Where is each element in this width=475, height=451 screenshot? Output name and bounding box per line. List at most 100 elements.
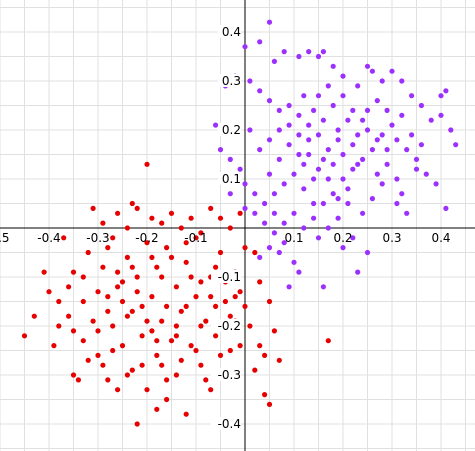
data-point-series-1 — [198, 323, 204, 329]
data-point-series-2 — [345, 186, 351, 192]
data-point-series-1 — [193, 235, 199, 241]
data-point-series-2 — [320, 49, 326, 55]
data-point-series-1 — [178, 357, 184, 363]
data-point-series-2 — [291, 210, 297, 216]
x-tick-label: -0.2 — [135, 231, 158, 245]
data-point-series-1 — [325, 338, 331, 344]
data-point-series-1 — [198, 362, 204, 368]
data-point-series-1 — [124, 372, 130, 378]
data-point-series-1 — [154, 352, 160, 358]
data-point-series-2 — [237, 166, 243, 172]
data-point-series-2 — [306, 122, 312, 128]
data-point-series-2 — [276, 127, 282, 133]
data-point-series-1 — [208, 294, 214, 300]
data-point-series-1 — [90, 318, 96, 324]
data-point-series-2 — [315, 53, 322, 60]
data-point-series-2 — [379, 181, 385, 187]
data-point-series-1 — [51, 343, 57, 349]
data-point-series-2 — [325, 176, 331, 182]
data-point-series-2 — [315, 235, 322, 241]
data-point-series-2 — [242, 205, 248, 211]
data-point-series-2 — [271, 210, 277, 216]
data-point-series-1 — [115, 284, 121, 290]
data-point-series-1 — [193, 294, 199, 300]
data-point-series-1 — [168, 338, 175, 344]
data-point-series-1 — [237, 289, 243, 295]
data-point-series-1 — [213, 264, 219, 270]
data-point-series-1 — [276, 357, 282, 363]
data-point-series-1 — [183, 411, 189, 417]
data-point-series-1 — [203, 377, 209, 383]
data-point-series-2 — [266, 98, 273, 104]
y-tick-label: -0.2 — [218, 319, 241, 333]
x-tick-label: -0.4 — [37, 231, 60, 245]
data-point-series-1 — [90, 205, 96, 211]
data-point-series-2 — [453, 142, 459, 148]
data-point-series-2 — [276, 249, 282, 256]
data-point-series-1 — [144, 240, 150, 246]
data-point-series-1 — [85, 249, 91, 256]
data-point-series-2 — [311, 176, 317, 182]
data-point-series-2 — [360, 210, 366, 216]
data-point-series-2 — [286, 122, 292, 128]
data-point-series-1 — [124, 254, 130, 260]
data-point-series-1 — [124, 225, 130, 231]
data-point-series-2 — [394, 137, 400, 143]
data-point-series-1 — [232, 294, 238, 300]
data-point-series-1 — [237, 210, 243, 216]
data-point-series-1 — [198, 230, 204, 236]
data-point-series-2 — [350, 107, 356, 113]
data-point-series-1 — [188, 215, 194, 221]
data-point-series-2 — [355, 161, 361, 167]
x-tick-label: 0.5 — [0, 231, 10, 245]
data-point-series-1 — [252, 367, 258, 373]
data-point-series-1 — [105, 294, 111, 300]
data-point-series-2 — [428, 117, 434, 123]
data-point-series-2 — [271, 191, 277, 197]
data-point-series-2 — [340, 176, 346, 182]
data-point-series-1 — [110, 347, 116, 354]
data-point-series-2 — [389, 68, 395, 74]
data-point-series-2 — [257, 39, 263, 45]
data-point-series-2 — [286, 102, 292, 109]
data-point-series-1 — [46, 289, 52, 295]
data-point-series-1 — [213, 333, 219, 339]
data-point-series-2 — [301, 225, 307, 231]
data-point-series-1 — [134, 421, 140, 427]
data-point-series-2 — [335, 196, 341, 202]
y-tick-label: 0.3 — [222, 74, 241, 88]
data-point-series-2 — [262, 220, 268, 226]
data-point-series-1 — [183, 259, 189, 265]
data-point-series-1 — [227, 225, 233, 231]
y-tick-label-background — [211, 319, 241, 332]
y-tick-labels: 0.4 0.3 0.2 0.1 -0.1 -0.2 -0.3 -0.4 — [211, 25, 241, 431]
data-point-series-2 — [325, 83, 331, 89]
data-point-series-1 — [257, 279, 263, 285]
data-point-series-1 — [70, 328, 77, 334]
data-point-series-2 — [281, 181, 287, 187]
y-tick-label-background — [218, 74, 241, 87]
data-point-series-1 — [144, 161, 150, 167]
data-point-series-2 — [409, 132, 415, 138]
data-point-series-1 — [164, 245, 170, 251]
data-point-series-1 — [100, 264, 106, 270]
data-point-series-1 — [222, 298, 228, 305]
data-point-series-2 — [257, 88, 263, 94]
data-point-series-2 — [247, 78, 253, 84]
data-point-series-2 — [374, 171, 380, 177]
data-point-series-1 — [266, 298, 273, 305]
data-point-series-1 — [203, 318, 209, 324]
data-point-series-2 — [364, 127, 371, 133]
data-point-series-2 — [409, 93, 415, 99]
data-point-series-2 — [213, 122, 219, 128]
data-point-series-2 — [257, 147, 263, 153]
data-point-series-2 — [286, 142, 292, 148]
data-point-series-2 — [350, 166, 356, 172]
data-point-series-2 — [360, 117, 366, 123]
data-point-series-1 — [237, 343, 243, 349]
data-point-series-1 — [247, 323, 253, 329]
data-point-series-1 — [208, 387, 214, 393]
data-point-series-2 — [399, 191, 405, 197]
data-point-series-2 — [320, 200, 326, 207]
data-point-series-2 — [286, 284, 292, 290]
